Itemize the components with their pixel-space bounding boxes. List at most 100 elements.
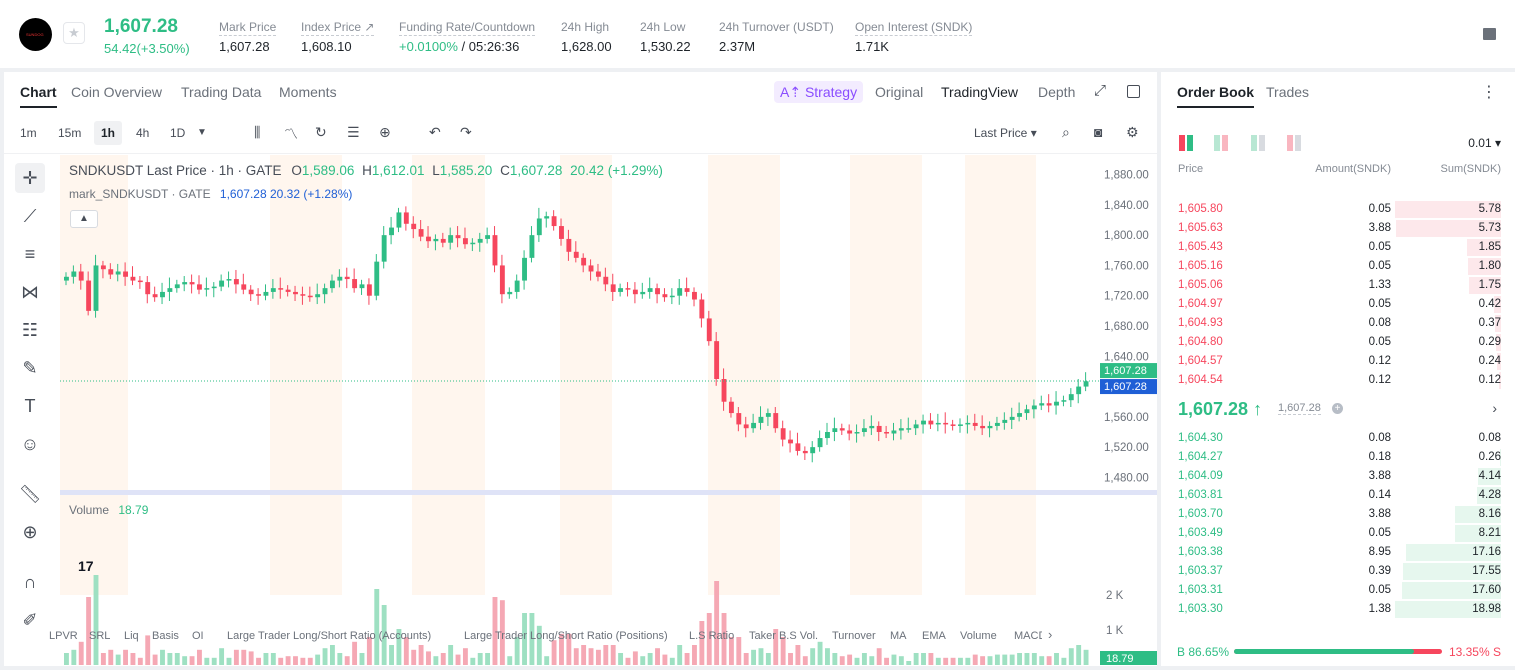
ask-row[interactable]: 1,605.63 3.88 5.73 (1161, 219, 1515, 238)
bid-row[interactable]: 1,603.49 0.05 8.21 (1161, 524, 1515, 543)
ask-row[interactable]: 1,604.57 0.12 0.24 (1161, 352, 1515, 371)
ind-liq[interactable]: Liq (124, 630, 139, 642)
chevron-down-icon[interactable]: ▼ (197, 127, 207, 138)
stat-funding-rate[interactable]: Funding Rate/Countdown +0.0100% / 05:26:… (399, 20, 536, 54)
book-icon[interactable] (1483, 28, 1496, 40)
volume-bar (233, 649, 239, 665)
strategy-button[interactable]: A⇡ Strategy (774, 81, 864, 103)
window-icon[interactable] (1127, 85, 1140, 98)
ind-taker-vol[interactable]: Taker B.S Vol. (749, 630, 819, 642)
candle-body (825, 432, 830, 439)
ruler-icon[interactable]: 📏︎ (18, 484, 42, 504)
view-both-alt-icon[interactable] (1214, 135, 1230, 151)
settings-gear-icon[interactable]: ⚙ (1126, 124, 1139, 140)
tf-4h[interactable]: 4h (136, 126, 150, 140)
pattern-icon[interactable]: ⋈ (21, 282, 39, 302)
view-depth[interactable]: Depth (1038, 84, 1076, 100)
chevron-right-icon[interactable]: › (1048, 627, 1053, 642)
chevron-right-icon[interactable]: › (1492, 400, 1497, 416)
ask-row[interactable]: 1,605.06 1.33 1.75 (1161, 276, 1515, 295)
stat-index-price[interactable]: Index Price ↗ 1,608.10 (301, 20, 375, 54)
ind-turnover[interactable]: Turnover (832, 630, 876, 642)
ask-row[interactable]: 1,605.16 0.05 1.80 (1161, 257, 1515, 276)
fib-icon[interactable]: ☷ (21, 320, 39, 340)
ind-oi[interactable]: OI (192, 630, 204, 642)
ask-row[interactable]: 1,604.80 0.05 0.29 (1161, 333, 1515, 352)
ind-srl[interactable]: SRL (89, 630, 111, 642)
stat-mark-price[interactable]: Mark Price 1,607.28 (219, 20, 277, 54)
view-asks-icon[interactable] (1287, 135, 1303, 151)
tf-1h[interactable]: 1h (94, 121, 123, 145)
tf-1m[interactable]: 1m (20, 126, 37, 140)
bid-row[interactable]: 1,603.30 1.38 18.98 (1161, 600, 1515, 619)
tab-trading-data[interactable]: Trading Data (181, 84, 262, 100)
bid-row[interactable]: 1,603.37 0.39 17.55 (1161, 562, 1515, 581)
tab-trades[interactable]: Trades (1266, 84, 1310, 100)
ask-row[interactable]: 1,605.80 0.05 5.78 (1161, 200, 1515, 219)
more-icon[interactable]: ⋮ (1481, 84, 1497, 101)
pencil-lock-icon[interactable]: ✐ (22, 610, 38, 630)
add-alert-icon[interactable]: ⊕ (379, 124, 391, 140)
tf-1d[interactable]: 1D (170, 126, 186, 140)
zoom-in-icon[interactable]: ⊕ (22, 522, 38, 542)
volume-bar (618, 653, 624, 665)
price-source-select[interactable]: Last Price ▾ (974, 126, 1037, 140)
bid-row[interactable]: 1,604.30 0.08 0.08 (1161, 429, 1515, 448)
horizontal-lines-icon[interactable]: ≡ (24, 244, 36, 264)
bid-row[interactable]: 1,603.38 8.95 17.16 (1161, 543, 1515, 562)
collapse-legend-button[interactable]: ▲ (70, 210, 98, 228)
bid-row[interactable]: 1,603.81 0.14 4.28 (1161, 486, 1515, 505)
view-original[interactable]: Original (875, 84, 924, 100)
undo-icon[interactable]: ↶ (429, 124, 441, 140)
redo-icon[interactable]: ↷ (460, 124, 472, 140)
text-tool-icon[interactable]: T (24, 396, 36, 416)
ind-ls-positions[interactable]: Large Trader Long/Short Ratio (Positions… (464, 630, 668, 642)
indicator-icon[interactable]: 〽 (284, 126, 298, 142)
ask-row[interactable]: 1,605.43 0.05 1.85 (1161, 238, 1515, 257)
volume-bar (329, 645, 335, 665)
ask-row[interactable]: 1,604.93 0.08 0.37 (1161, 314, 1515, 333)
emoji-icon[interactable]: ☺ (20, 434, 40, 454)
view-tradingview[interactable]: TradingView (941, 84, 1019, 100)
ask-row[interactable]: 1,604.54 0.12 0.12 (1161, 371, 1515, 390)
view-bids-icon[interactable] (1251, 135, 1267, 151)
tab-order-book[interactable]: Order Book (1177, 84, 1255, 108)
bid-row[interactable]: 1,603.70 3.88 8.16 (1161, 505, 1515, 524)
tab-moments[interactable]: Moments (279, 84, 337, 100)
tf-15m[interactable]: 15m (58, 126, 82, 140)
magnet-icon[interactable]: ∩ (23, 572, 37, 592)
camera-icon[interactable]: ◙ (1094, 124, 1103, 140)
crosshair-icon[interactable]: ✛ (15, 163, 45, 193)
ind-volume[interactable]: Volume (960, 630, 997, 642)
bid-row[interactable]: 1,603.31 0.05 17.60 (1161, 581, 1515, 600)
tab-coin-overview[interactable]: Coin Overview (71, 84, 163, 100)
ind-macd[interactable]: MACD (1014, 630, 1042, 642)
ind-ls-accounts[interactable]: Large Trader Long/Short Ratio (Accounts) (227, 630, 432, 642)
volume-bar (913, 653, 919, 665)
tick-size-select[interactable]: 0.01 ▾ (1468, 136, 1501, 150)
replay-icon[interactable]: ↻ (315, 124, 327, 140)
view-both-icon[interactable] (1179, 135, 1195, 151)
coin-logo[interactable]: SUNDOG (19, 18, 52, 51)
template-icon[interactable]: ☰ (347, 124, 360, 140)
bid-row[interactable]: 1,604.27 0.18 0.26 (1161, 448, 1515, 467)
stat-open-interest[interactable]: Open Interest (SNDK) 1.71K (855, 20, 973, 54)
ind-ma[interactable]: MA (890, 630, 907, 642)
ind-basis[interactable]: Basis (152, 630, 179, 642)
ind-ls-ratio[interactable]: L.S Ratio (689, 630, 735, 642)
ask-row[interactable]: 1,604.97 0.05 0.42 (1161, 295, 1515, 314)
volume-bar (366, 637, 372, 665)
tab-chart[interactable]: Chart (20, 84, 57, 108)
expand-icon[interactable]: ⤢ (1094, 82, 1107, 99)
favorite-star-icon[interactable]: ★ (63, 22, 85, 44)
tradingview-logo: 17 (78, 558, 94, 574)
add-icon[interactable]: + (1332, 403, 1343, 414)
bid-row[interactable]: 1,604.09 3.88 4.14 (1161, 467, 1515, 486)
brush-icon[interactable]: ✎ (22, 358, 38, 378)
ind-lpvr[interactable]: LPVR (49, 630, 78, 642)
ind-ema[interactable]: EMA (922, 630, 946, 642)
candle-type-icon[interactable]: ⫼ (254, 124, 261, 140)
candlestick-chart[interactable]: 1,880.00 1,840.00 1,800.00 1,760.00 1,720.00… (60, 155, 1157, 665)
trendline-icon[interactable]: ⟋ (23, 206, 37, 226)
search-icon[interactable]: ⌕ (1062, 124, 1070, 140)
